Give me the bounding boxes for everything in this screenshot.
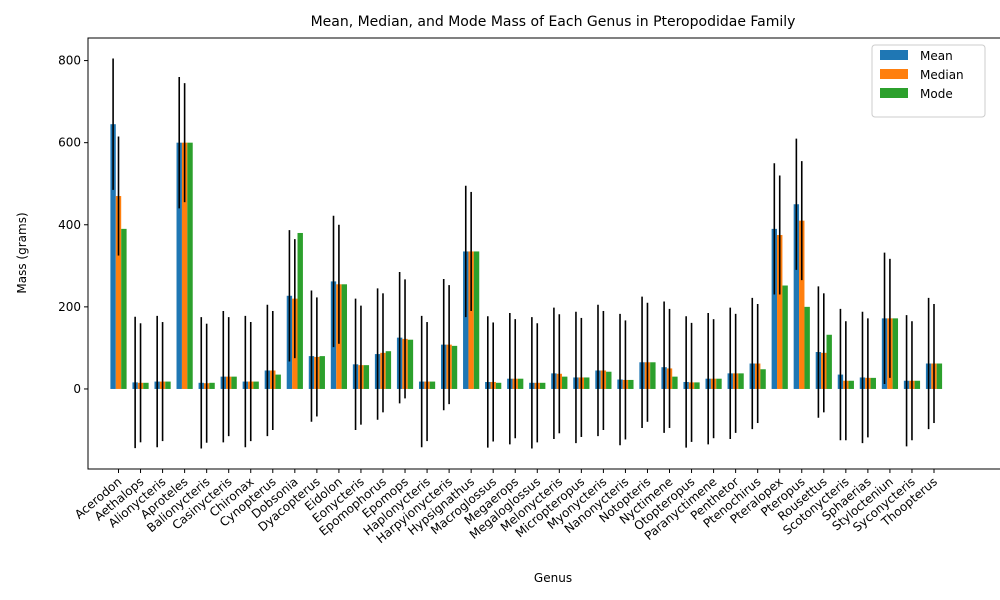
- legend-swatch-mode: [880, 88, 908, 98]
- bar-mode-nanonycteris: [628, 379, 634, 389]
- legend: Mean Median Mode: [871, 44, 986, 118]
- bar-mode-penthetor: [738, 373, 744, 389]
- bar-mode-notopteris: [650, 362, 656, 389]
- bar-median-hypsignathus: [468, 251, 474, 389]
- bar-mode-haplonycteris: [429, 381, 436, 389]
- bar-mode-scotonycteris: [848, 380, 854, 389]
- y-tick-label: 800: [58, 54, 81, 68]
- y-axis-label: Mass (grams): [15, 212, 29, 293]
- bar-mode-aethalops: [143, 382, 149, 389]
- bar-mode-casinycteris: [231, 376, 237, 389]
- chart-title: Mean, Median, and Mode Mass of Each Genu…: [311, 14, 796, 30]
- legend-label-median: Median: [920, 68, 964, 82]
- x-axis-label: Genus: [534, 571, 572, 585]
- bar-mode-rousettus: [826, 334, 832, 389]
- bar-mean-aproteles: [176, 142, 182, 389]
- bar-mode-macroglossus: [495, 382, 502, 389]
- bar-mode-cynopterus: [275, 374, 281, 389]
- bar-mode-micropteropus: [584, 377, 590, 389]
- bar-mode-aproteles: [187, 142, 193, 389]
- bar-mean-hypsignathus: [463, 251, 469, 389]
- bar-mode-epomophorus: [385, 351, 392, 389]
- bar-mode-melonycteris: [562, 376, 568, 389]
- bar-mode-ptenochirus: [760, 369, 766, 389]
- legend-box: [871, 44, 986, 118]
- y-tick-label: 0: [73, 382, 81, 396]
- bar-mode-thoopterus: [936, 363, 943, 389]
- bar-mode-pteralopex: [782, 285, 788, 389]
- legend-label-mean: Mean: [920, 49, 953, 63]
- bar-mode-eonycteris: [363, 365, 370, 389]
- bar-mode-acerodon: [121, 228, 127, 389]
- legend-swatch-median: [880, 69, 908, 79]
- bar-mode-epomops: [407, 339, 414, 389]
- legend-label-mode: Mode: [920, 87, 953, 101]
- bar-median-pteralopex: [777, 235, 783, 389]
- plot-frame: [87, 37, 1000, 470]
- bar-mean-pteropus: [793, 204, 800, 389]
- bar-mode-syconycteris: [914, 380, 921, 389]
- bar-mode-eidolon: [341, 284, 348, 389]
- bar-median-pteropus: [799, 220, 805, 389]
- bar-mode-hypsignathus: [473, 251, 480, 389]
- y-tick-label: 200: [58, 300, 81, 314]
- bar-median-aproteles: [181, 142, 188, 389]
- bar-mode-sphaerias: [870, 377, 876, 389]
- bar-mode-alionycteris: [165, 381, 171, 389]
- bar-mode-pteropus: [804, 306, 810, 389]
- bar-median-acerodon: [115, 196, 122, 389]
- bar-mode-myonycteris: [606, 371, 612, 389]
- bar-mode-megaerops: [517, 378, 524, 389]
- bar-mode-harpyionycteris: [451, 345, 458, 389]
- bar-mode-dyacopterus: [319, 356, 325, 389]
- bar-mode-otopteropus: [694, 382, 700, 389]
- bar-mean-acerodon: [110, 124, 116, 389]
- bar-mode-balionycteris: [209, 382, 215, 389]
- y-axis-ticks: 0 200 400 600 800: [58, 54, 88, 396]
- legend-swatch-mean: [880, 50, 908, 60]
- error-bars: [112, 58, 935, 449]
- bar-mode-megaloglossus: [539, 382, 546, 389]
- bar-mode-chironax: [253, 381, 259, 389]
- y-tick-label: 600: [58, 136, 81, 150]
- bar-mode-paranyctimene: [716, 378, 722, 389]
- bar-mean-pteralopex: [771, 228, 778, 389]
- bar-mode-dobsonia: [297, 232, 303, 389]
- bar-mode-stylocteniun: [892, 318, 899, 389]
- bar-mode-nyctimene: [672, 376, 678, 389]
- y-tick-label: 400: [58, 218, 81, 232]
